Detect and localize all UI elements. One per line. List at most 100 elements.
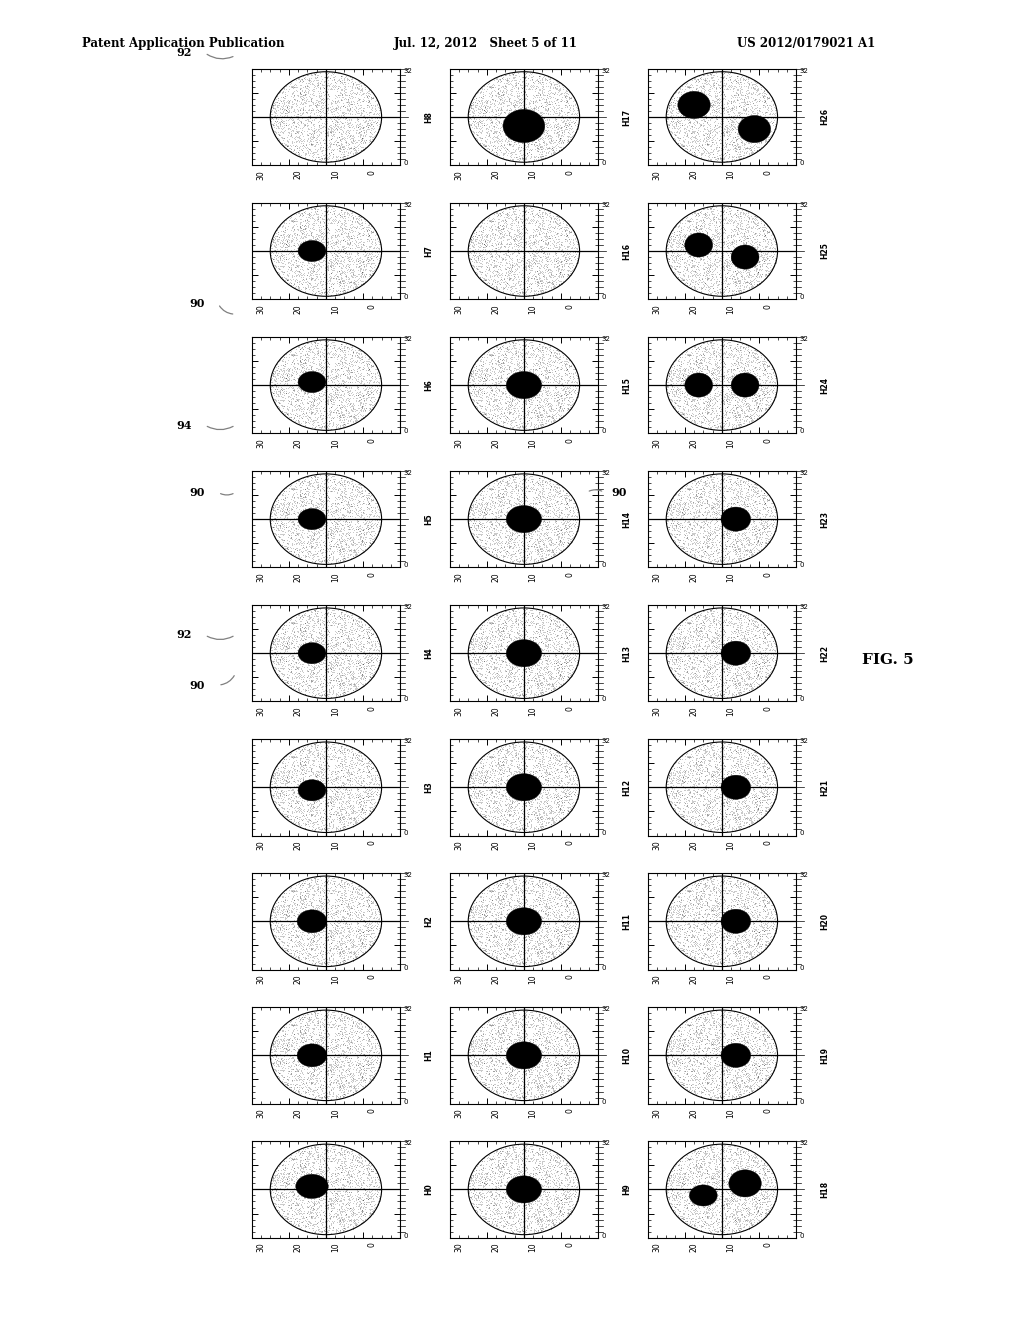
Point <box>265 248 282 269</box>
Text: 92: 92 <box>176 48 193 58</box>
Point <box>729 1206 745 1228</box>
Point <box>511 223 527 244</box>
Point <box>522 503 539 524</box>
Point <box>331 140 347 161</box>
Point <box>529 1172 546 1193</box>
Point <box>694 360 711 381</box>
Point <box>265 1167 282 1188</box>
Point <box>476 636 493 657</box>
Point <box>700 1059 717 1080</box>
Point <box>686 273 702 294</box>
Point <box>734 779 751 800</box>
Point <box>751 936 767 957</box>
Point <box>686 107 702 128</box>
Point <box>549 88 565 110</box>
Point <box>513 895 529 916</box>
Point <box>758 917 774 939</box>
Point <box>510 236 526 257</box>
Point <box>671 95 687 116</box>
Point <box>724 804 740 825</box>
Point <box>726 236 742 257</box>
Point <box>518 1199 535 1220</box>
Point <box>344 878 360 899</box>
Point <box>503 1151 519 1172</box>
Point <box>755 1158 771 1179</box>
Point <box>331 268 347 289</box>
Point <box>521 656 538 677</box>
Point <box>306 1080 323 1101</box>
Point <box>278 112 294 133</box>
Point <box>539 494 555 515</box>
Point <box>516 880 532 902</box>
Point <box>347 935 364 956</box>
Point <box>312 239 329 260</box>
Point <box>523 401 540 422</box>
Point <box>720 770 736 791</box>
Point <box>538 939 554 960</box>
Point <box>473 787 489 808</box>
Point <box>752 1028 768 1049</box>
Point <box>299 388 315 409</box>
Point <box>355 645 372 667</box>
Point <box>693 277 710 298</box>
Point <box>542 1006 558 1027</box>
Point <box>567 1163 584 1184</box>
Point <box>523 814 540 836</box>
Point <box>497 1181 513 1203</box>
Point <box>338 912 354 933</box>
Point <box>319 891 336 912</box>
Point <box>719 1055 735 1076</box>
Point <box>689 348 706 370</box>
Point <box>749 543 765 564</box>
Point <box>483 484 500 506</box>
Point <box>524 248 541 269</box>
Point <box>469 628 485 649</box>
Point <box>696 635 713 656</box>
Point <box>311 78 328 99</box>
Point <box>469 648 485 669</box>
Point <box>317 535 334 556</box>
Point <box>689 664 706 685</box>
Point <box>521 1031 538 1052</box>
Point <box>725 784 741 805</box>
Point <box>535 1217 551 1238</box>
Point <box>336 102 352 123</box>
Point <box>345 675 361 696</box>
Point <box>713 884 729 906</box>
Point <box>675 935 691 956</box>
Point <box>298 135 314 156</box>
Point <box>506 870 522 891</box>
Point <box>555 913 571 935</box>
Point <box>710 1173 726 1195</box>
Point <box>552 117 568 139</box>
Point <box>709 117 725 139</box>
Point <box>701 883 718 904</box>
Point <box>499 1011 515 1032</box>
Point <box>475 236 492 257</box>
Point <box>717 890 733 911</box>
Point <box>671 1019 687 1040</box>
Point <box>333 491 349 512</box>
Point <box>744 521 761 543</box>
Point <box>741 209 758 230</box>
Point <box>496 492 512 513</box>
Point <box>569 385 586 407</box>
Point <box>281 787 297 808</box>
Point <box>297 277 313 298</box>
Point <box>334 397 350 418</box>
Point <box>361 661 378 682</box>
Point <box>527 880 544 902</box>
Point <box>482 135 499 156</box>
Point <box>461 644 477 665</box>
Point <box>319 956 336 977</box>
Point <box>283 1170 299 1191</box>
Point <box>340 236 356 257</box>
Point <box>665 379 681 400</box>
Point <box>686 412 702 433</box>
Point <box>507 803 523 824</box>
Point <box>495 755 511 776</box>
Point <box>510 376 526 397</box>
Point <box>469 898 485 919</box>
Point <box>500 242 516 263</box>
Point <box>471 255 487 276</box>
